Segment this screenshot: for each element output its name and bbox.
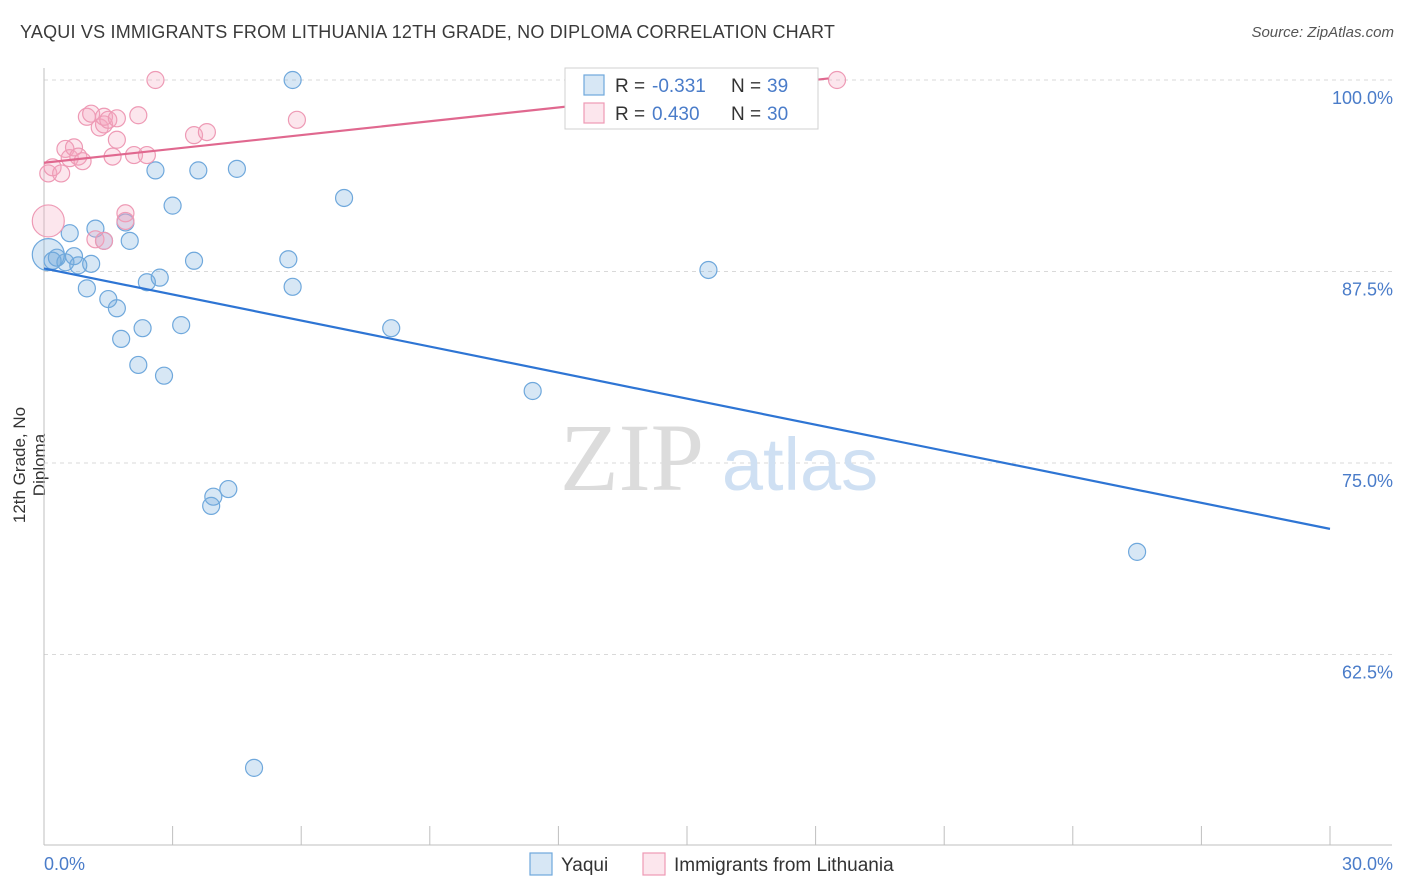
- yaqui-point: [77, 279, 96, 298]
- lithuania-point: [827, 70, 847, 90]
- yaqui-point: [112, 329, 131, 349]
- y-tick-label: 87.5%: [1342, 280, 1393, 300]
- yaqui-point: [146, 161, 165, 180]
- legend-r-label: R =: [615, 104, 645, 125]
- y-tick-label: 62.5%: [1342, 663, 1393, 683]
- yaqui-point: [150, 268, 169, 287]
- yaqui-point: [204, 487, 223, 506]
- gridlines: [44, 79, 1392, 655]
- yaqui-point: [283, 70, 302, 90]
- yaqui-point: [163, 196, 182, 215]
- series-legend-label: Yaqui: [561, 855, 608, 876]
- lithuania-point: [197, 122, 216, 142]
- yaqui-point: [64, 247, 84, 266]
- lithuania-point: [107, 109, 126, 128]
- yaqui-point: [334, 188, 354, 208]
- yaqui-point: [133, 319, 152, 338]
- yaqui-point: [129, 355, 148, 375]
- x-tick-label: 0.0%: [44, 854, 85, 874]
- lithuania-point: [107, 130, 126, 149]
- lithuania-point: [287, 110, 307, 129]
- lithuania-point: [64, 138, 84, 157]
- legend-r-value: -0.331: [652, 76, 706, 97]
- lithuania-point: [31, 204, 65, 238]
- series-legend-swatch: [642, 852, 666, 876]
- lithuania-point: [73, 152, 92, 171]
- lithuania-point: [137, 145, 156, 165]
- yaqui-point: [283, 277, 302, 296]
- yaqui-point: [82, 254, 101, 273]
- chart-title: YAQUI VS IMMIGRANTS FROM LITHUANIA 12TH …: [20, 22, 836, 42]
- yaqui-point: [120, 231, 139, 250]
- yaqui-point: [172, 316, 191, 335]
- yaqui-point: [154, 366, 174, 385]
- lithuania-point: [116, 211, 135, 231]
- legend-swatch: [583, 102, 605, 124]
- watermark-atlas: atlas: [722, 423, 878, 506]
- x-tick-label: 30.0%: [1342, 854, 1393, 874]
- axes: [43, 68, 1392, 846]
- yaqui-point: [523, 381, 542, 401]
- legend-r-label: R =: [615, 76, 645, 97]
- yaqui-point: [1127, 542, 1147, 561]
- watermark: ZIP atlas: [560, 404, 878, 511]
- legend-r-value: 0.430: [652, 104, 700, 125]
- y-tick-label: 75.0%: [1342, 471, 1393, 491]
- yaqui-point: [699, 260, 718, 280]
- series-legend: Yaqui Immigrants from Lithuania: [529, 852, 894, 876]
- series-legend-label: Immigrants from Lithuania: [674, 855, 894, 876]
- legend-n-label: N =: [731, 76, 761, 97]
- yaqui-point: [184, 251, 204, 270]
- yaqui-point: [219, 479, 238, 499]
- yaqui-point: [279, 250, 298, 269]
- stats-legend: R = -0.331 N = 39 R = 0.430 N = 30: [564, 67, 819, 130]
- legend-n-value: 39: [767, 76, 788, 97]
- y-tick-label: 100.0%: [1332, 88, 1393, 108]
- yaqui-point: [227, 159, 246, 178]
- legend-box-frame: [564, 67, 819, 130]
- lithuania-point: [146, 70, 165, 90]
- watermark-zip: ZIP: [560, 404, 704, 511]
- yaqui-point: [189, 161, 208, 180]
- series-legend-swatch: [529, 852, 553, 876]
- lithuania-point: [52, 164, 71, 183]
- yaqui-trend-line: [43, 267, 1331, 530]
- yaqui-point: [244, 758, 264, 777]
- lithuania-point: [116, 204, 135, 223]
- tick-labels: 100.0% 87.5% 75.0% 62.5% 0.0% 30.0%: [44, 88, 1393, 874]
- legend-n-value: 30: [767, 104, 788, 125]
- lithuania-point: [129, 106, 148, 125]
- legend-swatch: [583, 74, 605, 96]
- yaqui-point: [60, 224, 79, 243]
- data-points: [31, 70, 1147, 777]
- lithuania-point: [94, 231, 114, 250]
- legend-n-label: N =: [731, 104, 761, 125]
- yaqui-point: [107, 299, 126, 318]
- yaqui-point: [382, 319, 401, 338]
- source-label: Source: ZipAtlas.com: [1251, 24, 1394, 41]
